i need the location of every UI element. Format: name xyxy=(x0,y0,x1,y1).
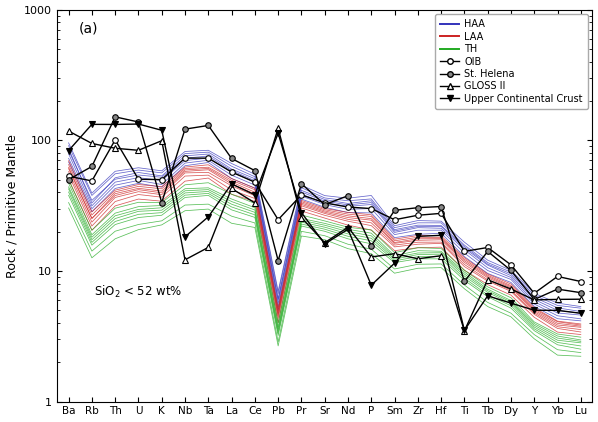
Y-axis label: Rock / Primitive Mantle: Rock / Primitive Mantle xyxy=(5,134,19,278)
Text: SiO$_2$ < 52 wt%: SiO$_2$ < 52 wt% xyxy=(94,284,183,300)
Text: (a): (a) xyxy=(78,22,98,35)
Legend: HAA, LAA, TH, OIB, St. Helena, GLOSS II, Upper Continental Crust: HAA, LAA, TH, OIB, St. Helena, GLOSS II,… xyxy=(435,14,588,109)
